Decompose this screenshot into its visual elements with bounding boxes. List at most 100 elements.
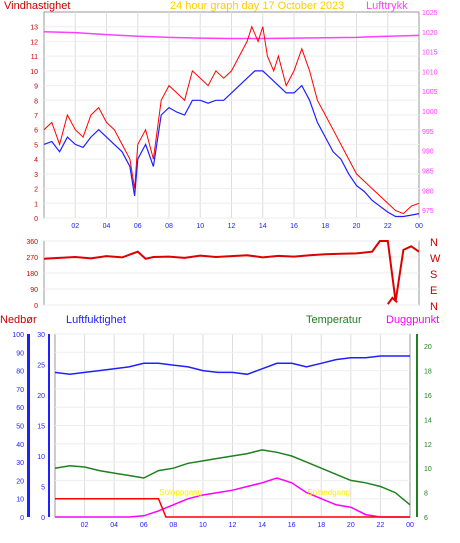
- precip-tick-label: 80: [16, 369, 24, 376]
- temp-tick-label: 6: [424, 515, 428, 522]
- x-tick-label: 06: [134, 223, 142, 230]
- temp-tick-label: 8: [424, 491, 428, 498]
- temp-tick-label: 18: [424, 369, 432, 376]
- x-tick-label: 02: [81, 522, 89, 529]
- precip-tick-label: 40: [16, 442, 24, 449]
- wind-tick-label: 6: [34, 128, 38, 135]
- pressure-tick-label: 1010: [422, 69, 438, 76]
- humidity-tick-label: 10: [37, 454, 45, 461]
- pressure-label: Lufttrykk: [366, 0, 408, 12]
- pressure-tick-label: 1025: [422, 10, 438, 17]
- wind-tick-label: 5: [34, 142, 38, 149]
- precip-tick-label: 50: [16, 424, 24, 431]
- x-tick-label: 14: [259, 223, 267, 230]
- pressure-tick-label: 1020: [422, 30, 438, 37]
- x-tick-label: 06: [140, 522, 148, 529]
- wind-direction-series: [43, 240, 420, 302]
- humidity-label: Luftfuktighet: [66, 314, 126, 326]
- x-tick-label: 20: [347, 522, 355, 529]
- direction-tick-label: 180: [26, 271, 38, 278]
- chart-title: 24 hour graph day 17 October 2023: [170, 0, 345, 12]
- precip-tick-label: 0: [20, 515, 24, 522]
- compass-label: N: [430, 237, 438, 249]
- direction-tick-label: 360: [26, 239, 38, 246]
- precip-tick-label: 70: [16, 387, 24, 394]
- pressure-tick-label: 1000: [422, 109, 438, 116]
- x-tick-label: 20: [353, 223, 361, 230]
- temp-tick-label: 10: [424, 466, 432, 473]
- compass-label: E: [430, 285, 437, 297]
- humidity-tick-label: 15: [37, 424, 45, 431]
- wind-tick-label: 12: [30, 39, 38, 46]
- humidity-series: [54, 355, 410, 376]
- wind-direction-low: [386, 296, 398, 305]
- precip-tick-label: 90: [16, 350, 24, 357]
- humidity-tick-label: 0: [41, 515, 45, 522]
- pressure-tick-label: 995: [422, 129, 434, 136]
- x-tick-label: 16: [288, 522, 296, 529]
- precip-scale-bar: [27, 334, 30, 517]
- compass-label: S: [430, 269, 437, 281]
- precip-tick-label: 10: [16, 497, 24, 504]
- precip-label: Nedbør: [0, 314, 37, 326]
- temp-tick-label: 14: [424, 417, 432, 424]
- temperature-series: [54, 449, 411, 506]
- precip-tick-label: 100: [12, 332, 24, 339]
- humidity-tick-label: 20: [37, 393, 45, 400]
- precip-series: [55, 497, 410, 518]
- x-tick-label: 12: [228, 223, 236, 230]
- x-tick-label: 08: [169, 522, 177, 529]
- x-tick-label: 02: [71, 223, 79, 230]
- humidity-tick-label: 30: [37, 332, 45, 339]
- x-tick-label: 04: [110, 522, 118, 529]
- x-tick-label: 04: [103, 223, 111, 230]
- direction-tick-label: 90: [30, 287, 38, 294]
- x-tick-label: 00: [406, 522, 414, 529]
- pressure-tick-label: 975: [422, 208, 434, 215]
- precip-tick-label: 60: [16, 405, 24, 412]
- x-tick-label: 12: [229, 522, 237, 529]
- dewpoint-series: [55, 477, 410, 518]
- x-tick-label: 22: [384, 223, 392, 230]
- compass-label: W: [430, 253, 441, 265]
- wind-tick-label: 2: [34, 187, 38, 194]
- x-tick-label: 00: [415, 223, 423, 230]
- temp-tick-label: 16: [424, 393, 432, 400]
- sunrise-label: Soloppgang: [159, 488, 202, 497]
- precip-tick-label: 30: [16, 460, 24, 467]
- pressure-tick-label: 980: [422, 188, 434, 195]
- precip-tick-label: 20: [16, 478, 24, 485]
- humidity-tick-label: 25: [37, 363, 45, 370]
- temperature-label: Temperatur: [306, 314, 362, 326]
- pressure-series: [43, 31, 420, 40]
- direction-tick-label: 0: [34, 303, 38, 310]
- sunset-label: Solnedgang: [307, 488, 350, 497]
- x-tick-label: 18: [321, 223, 329, 230]
- x-tick-label: 10: [196, 223, 204, 230]
- wind-tick-label: 4: [34, 157, 38, 164]
- temp-tick-label: 12: [424, 442, 432, 449]
- pressure-tick-label: 985: [422, 168, 434, 175]
- pressure-tick-label: 1005: [422, 89, 438, 96]
- humidity-tick-label: 5: [41, 485, 45, 492]
- x-tick-label: 14: [258, 522, 266, 529]
- wind-tick-label: 1: [34, 201, 38, 208]
- wind-tick-label: 8: [34, 98, 38, 105]
- pressure-tick-label: 1015: [422, 50, 438, 57]
- wind-tick-label: 10: [30, 69, 38, 76]
- compass-label: N: [430, 301, 438, 313]
- wind-tick-label: 13: [30, 25, 38, 32]
- wind-tick-label: 9: [34, 84, 38, 91]
- wind-gust-series: [43, 25, 420, 215]
- wind-speed-label: Vindhastighet: [4, 0, 71, 12]
- humidity-scale-bar: [48, 334, 50, 517]
- temp-tick-label: 20: [424, 344, 432, 351]
- x-tick-label: 08: [165, 223, 173, 230]
- direction-tick-label: 270: [26, 255, 38, 262]
- x-tick-label: 16: [290, 223, 298, 230]
- wind-tick-label: 3: [34, 172, 38, 179]
- pressure-tick-label: 990: [422, 149, 434, 156]
- x-tick-label: 18: [317, 522, 325, 529]
- wind-tick-label: 7: [34, 113, 38, 120]
